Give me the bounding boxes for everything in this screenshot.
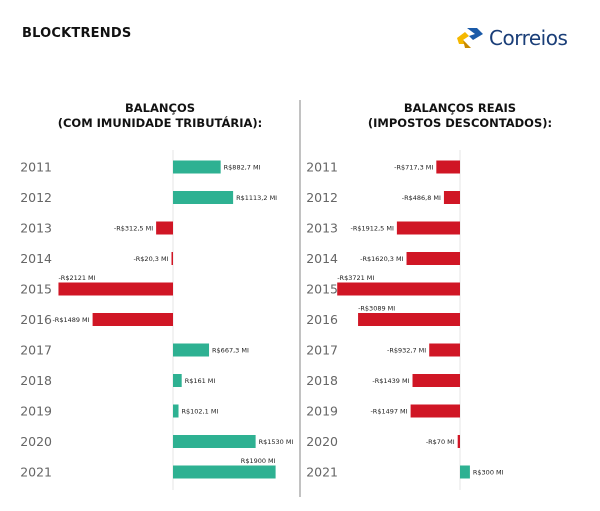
correios-logo-icon <box>457 28 483 48</box>
data-label: -R$20,3 MI <box>133 255 168 263</box>
data-label: R$300 MI <box>473 469 504 477</box>
logo-text: Correios <box>489 26 568 50</box>
data-label: -R$486,8 MI <box>402 194 441 202</box>
year-tick-label: 2013 <box>20 221 52 236</box>
year-tick-label: 2016 <box>20 312 52 327</box>
data-label: -R$312,5 MI <box>114 225 153 233</box>
data-label: R$667,3 MI <box>212 347 249 355</box>
year-tick-label: 2018 <box>306 373 338 388</box>
year-tick-label: 2011 <box>306 160 338 175</box>
data-label: R$161 MI <box>185 377 216 385</box>
bar-2017 <box>173 343 210 357</box>
bar-2021 <box>460 465 470 479</box>
data-label: R$882,7 MI <box>224 164 261 172</box>
year-tick-label: 2012 <box>20 190 52 205</box>
chart-title: BALANÇOS <box>125 101 195 115</box>
chart-title: (IMPOSTOS DESCONTADOS): <box>368 116 552 130</box>
year-tick-label: 2015 <box>306 282 338 297</box>
bar-2012 <box>443 191 460 204</box>
year-tick-label: 2015 <box>20 282 52 297</box>
data-label: -R$1912,5 MI <box>351 225 394 233</box>
bar-2013 <box>156 221 173 235</box>
year-tick-label: 2020 <box>306 434 338 449</box>
data-label: R$1113,2 MI <box>236 194 277 202</box>
year-tick-label: 2016 <box>306 312 338 327</box>
bar-2011 <box>173 160 221 174</box>
year-tick-label: 2017 <box>306 343 338 358</box>
year-tick-label: 2020 <box>20 434 52 449</box>
year-tick-label: 2013 <box>306 221 338 236</box>
bar-2012 <box>173 191 234 204</box>
data-label: -R$1497 MI <box>370 408 407 416</box>
bar-2016 <box>358 313 460 326</box>
bar-2015 <box>58 282 173 296</box>
year-tick-label: 2021 <box>20 465 52 480</box>
year-tick-label: 2014 <box>306 251 338 266</box>
data-label: -R$1439 MI <box>372 377 409 385</box>
bar-2013 <box>396 221 460 235</box>
bar-2014 <box>406 252 460 265</box>
data-label: R$1900 MI <box>241 457 276 465</box>
data-label: -R$3089 MI <box>358 305 395 313</box>
bar-2020 <box>173 435 256 448</box>
year-tick-label: 2018 <box>20 373 52 388</box>
data-label: -R$717,3 MI <box>394 164 433 172</box>
bar-2018 <box>173 374 182 387</box>
data-label: -R$3721 MI <box>337 274 374 282</box>
correios-logo: Correios <box>455 26 568 50</box>
bar-2011 <box>436 160 460 174</box>
bar-2021 <box>173 465 276 479</box>
bar-2020 <box>457 435 460 448</box>
brand-name: BLOCKTRENDS <box>22 26 132 41</box>
year-tick-label: 2014 <box>20 251 52 266</box>
year-tick-label: 2021 <box>306 465 338 480</box>
bar-2014 <box>171 252 173 265</box>
data-label: -R$70 MI <box>426 438 455 446</box>
bar-2018 <box>412 374 460 387</box>
bar-2017 <box>429 343 460 357</box>
year-tick-label: 2012 <box>306 190 338 205</box>
data-label: -R$932,7 MI <box>387 347 426 355</box>
year-tick-label: 2019 <box>20 404 52 419</box>
bar-2016 <box>92 313 173 326</box>
bar-2019 <box>410 404 460 418</box>
data-label: -R$1489 MI <box>52 316 89 324</box>
data-label: R$102,1 MI <box>182 408 219 416</box>
year-tick-label: 2019 <box>306 404 338 419</box>
data-label: -R$2121 MI <box>58 274 95 282</box>
chart-title: (COM IMUNIDADE TRIBUTÁRIA): <box>58 115 263 130</box>
data-label: -R$1620,3 MI <box>360 255 403 263</box>
chart-title: BALANÇOS REAIS <box>404 101 516 115</box>
data-label: R$1530 MI <box>259 438 294 446</box>
bar-2015 <box>337 282 460 296</box>
bar-2019 <box>173 404 179 418</box>
year-tick-label: 2011 <box>20 160 52 175</box>
year-tick-label: 2017 <box>20 343 52 358</box>
